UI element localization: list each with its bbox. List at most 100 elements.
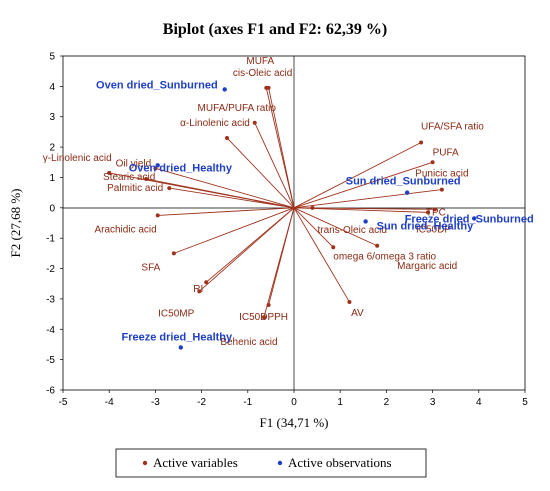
variable-point-behenic-acid [261,315,266,320]
variable-label-palmitic-acid: Palmitic acid [107,183,163,194]
y-tick-label: -6 [46,386,55,397]
variable-point-oil-yield [153,166,158,171]
variable-point-sfa [171,251,176,256]
x-tick-label: 4 [476,397,482,408]
variable-point-ic50dp [425,210,430,215]
variable-point-margaric-acid [375,243,380,248]
variable-point-linolenic-acid [225,135,230,140]
y-tick-label: -4 [46,325,55,336]
vector-stearic-acid [146,178,295,209]
vector-tpc [293,207,435,210]
x-tick-label: 1 [337,397,343,408]
x-tick-labels: -5 -4 -3 -2 -1 0 1 2 3 4 5 [59,390,528,408]
y-tick-label: 2 [49,143,55,154]
y-tick-label: -3 [46,294,55,305]
observation-point-freeze-dried-sunburned [471,216,477,221]
y-axis-label: F2 (27,68 %) [8,189,23,258]
y-tick-label: 5 [49,52,55,63]
y-tick-label: 4 [49,82,55,93]
variable-point-pufa [430,160,435,165]
variable-point-tpc [432,207,437,212]
variable-point-ufa-sfa-ratio [419,140,424,145]
variable-point-punicic-acid [439,187,444,192]
vector-mufa-pufa-ratio [254,122,295,209]
variable-point-omega-6-omega-3-ratio [331,245,336,250]
y-tick-label: 1 [49,173,55,184]
y-tick-label: -5 [46,355,55,366]
variable-label-linolenic-acid: α-Linolenic acid [180,118,250,129]
variable-label-linolenic-acid: γ-Linolenic acid [43,153,112,164]
observation-points: Oven dried_Sunburned Oven dried_Healthy Su… [96,79,534,350]
x-tick-label: -2 [197,397,206,408]
x-tick-label: -3 [151,397,160,408]
observation-label-sun-dried-healthy: Sun dried_Healthy [377,220,474,232]
observation-label-freeze-dried-healthy: Freeze dried_Healthy [121,331,233,343]
variable-label-sfa: SFA [141,262,160,273]
variable-label-cis-oleic-acid: cis-Oleic acid [233,68,292,79]
variable-point-linolenic-acid [107,170,112,175]
legend-marker-observations [277,460,283,466]
vector-oil-yield [155,167,295,209]
variable-point-stearic-acid [144,176,149,181]
variable-label-stearic-acid: Stearic acid [103,172,155,183]
observation-point-oven-dried-sunburned [222,87,227,92]
variable-point-cis-oleic-acid [266,85,271,90]
y-tick-labels: -6 -5 -4 -3 -2 -1 0 1 2 3 4 5 [46,52,63,397]
variable-label-trans-oleic-acid: trans-Oleic acid [317,225,386,236]
legend-box [115,448,427,478]
variable-point-ri [204,280,209,285]
vector-linolenic-acid [226,137,295,209]
chart-title: Biplot (axes F1 and F2: 62,39 %) [163,21,387,38]
variable-label-behenic-acid: Behenic acid [220,337,277,348]
vector-arachidic-acid [157,207,295,216]
y-tick-label: 0 [49,203,55,214]
variable-label-oil-yield: Oil yield [116,158,152,169]
vector-palmitic-acid [169,187,295,209]
x-tick-label: -1 [243,397,252,408]
observation-label-sun-dried-sunburned: Sun dried_Sunburned [346,176,461,188]
vector-margaric-acid [293,207,378,247]
variable-label-mufa-pufa-ratio: MUFA/PUFA ratio [198,103,277,114]
vector-ic50dp [293,207,428,213]
vector-omega-6-omega-3-ratio [293,207,334,248]
legend-marker-variables [142,460,148,466]
variable-point-ic50mp [197,289,202,294]
legend-label-variables: Active variables [153,455,238,470]
legend: Active variables Active observations [115,448,427,478]
variable-point-mufa-pufa-ratio [252,120,257,125]
x-tick-label: 5 [522,397,528,408]
y-tick-label: 3 [49,112,55,123]
y-tick-label: -1 [46,234,55,245]
vector-av [293,207,350,303]
vector-cis-oleic-acid [268,87,295,208]
x-tick-label: 0 [291,397,297,408]
variable-label-ic50dp: IC50DP [416,224,451,235]
observation-point-oven-dried-healthy [155,163,160,168]
vector-behenic-acid [263,207,295,318]
observation-point-sun-dried-healthy [363,219,368,224]
variable-label-omega-6-omega-3-ratio: omega 6/omega 3 ratio [333,251,436,262]
variable-label-mufa: MUFA [246,56,274,67]
variable-label-tpc: TPC [426,207,446,218]
vector-sfa [173,207,295,254]
y-tick-label: -2 [46,264,55,275]
x-axis-label: F1 (34,71 %) [260,415,329,430]
observation-label-oven-dried-healthy: Oven dried_Healthy [129,162,233,174]
variable-label-punicic-acid: Punicic acid [415,169,468,180]
legend-label-observations: Active observations [288,455,392,470]
observation-point-freeze-dried-healthy [178,345,184,350]
variable-label-ufa-sfa-ratio: UFA/SFA ratio [421,122,484,133]
vector-punicic-acid [293,189,442,209]
variable-point-av [347,299,352,304]
observation-label-oven-dried-sunburned: Oven dried_Sunburned [96,79,218,91]
observation-point-sun-dried-sunburned [404,190,410,195]
variable-label-margaric-acid: Margaric acid [397,261,457,272]
variable-label-arachidic-acid: Arachidic acid [94,224,156,235]
vector-ic50mp [198,207,295,292]
variable-point-palmitic-acid [167,186,172,191]
x-tick-label: 3 [430,397,436,408]
variable-label-pufa: PUFA [433,147,459,158]
vector-ufa-sfa-ratio [293,142,422,209]
